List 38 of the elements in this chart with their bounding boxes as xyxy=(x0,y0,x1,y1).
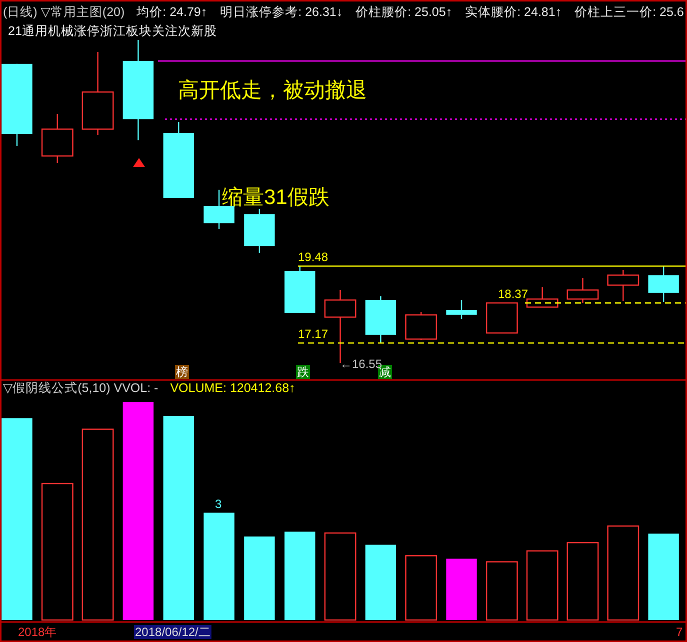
bar xyxy=(607,525,640,621)
bar xyxy=(204,512,234,620)
bar xyxy=(648,534,679,620)
text: 2018年 xyxy=(18,625,57,639)
annotation: 缩量31假跌 xyxy=(222,186,330,209)
annotation: 3 xyxy=(215,497,222,511)
text: 2018/06/12/二 xyxy=(135,625,210,639)
note: 明日涨停参考: 26.31↓ xyxy=(220,5,343,19)
bar xyxy=(365,544,396,620)
annotation: 19.48 xyxy=(298,250,328,264)
annotation: 18.37 xyxy=(498,287,528,301)
bar xyxy=(163,416,194,620)
chart-title: ▽假阴线公式(5,10) VVOL: - xyxy=(3,381,158,395)
annotation: 高开低走，被动撤退 xyxy=(178,79,367,102)
annotation: 17.17 xyxy=(298,327,328,341)
text: 7 xyxy=(676,625,683,639)
text: VOLUME: 120412.68↑ xyxy=(170,381,296,395)
chart-title: (日线) ▽常用主图(20) xyxy=(3,4,125,19)
bar xyxy=(446,558,477,620)
note: 均价: 24.79↑ xyxy=(136,5,208,19)
bar xyxy=(244,536,275,620)
text: 减 xyxy=(379,365,391,379)
bar xyxy=(566,542,599,621)
bar xyxy=(2,418,32,620)
bar xyxy=(41,482,74,621)
bar xyxy=(324,532,356,621)
chart-subtitle: 21通用机械涨停浙江板块关注次新股 xyxy=(8,24,217,38)
note: 价柱腰价: 25.05↑ xyxy=(356,5,452,19)
text: 跌 xyxy=(297,365,309,379)
bar xyxy=(122,402,154,620)
bar xyxy=(486,561,518,621)
text: 榜 xyxy=(176,365,188,379)
note: 实体腰价: 24.81↑ xyxy=(465,5,562,19)
bar xyxy=(82,428,114,621)
bar xyxy=(405,555,438,621)
note: 价柱上三一价: 25.6 xyxy=(574,5,684,19)
bar xyxy=(284,532,316,620)
bar xyxy=(526,550,558,621)
